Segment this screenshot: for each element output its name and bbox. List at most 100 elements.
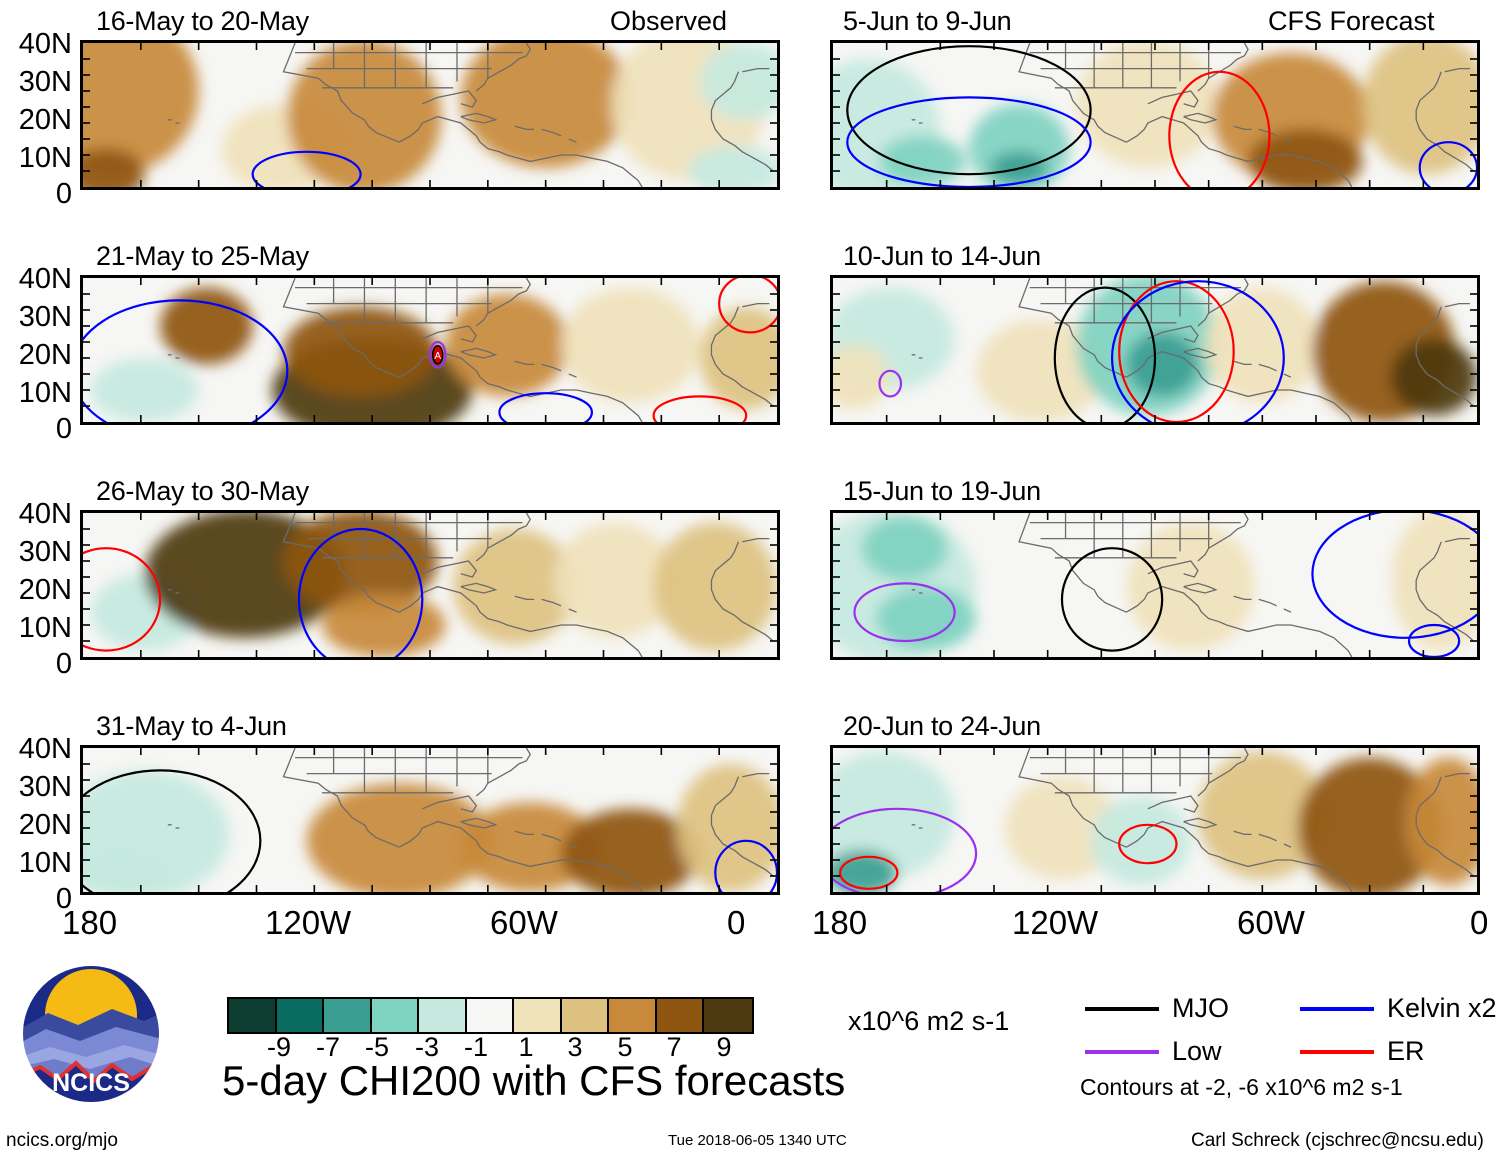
panel-title-4: 31-May to 4-Jun xyxy=(96,711,287,741)
y-tick-40n-row4: 40N xyxy=(18,733,72,765)
contour-kelvin-x2 xyxy=(1110,280,1285,422)
y-tick-20n-row3: 20N xyxy=(18,574,72,606)
footer-timestamp: Tue 2018-06-05 1340 UTC xyxy=(668,1132,847,1149)
ncics-logo: NCICS xyxy=(20,963,162,1105)
colorbar-tick: -7 xyxy=(315,1032,341,1062)
x-tick-180-left: 180 xyxy=(62,904,118,941)
anomaly-field xyxy=(83,43,777,187)
map-field xyxy=(83,748,777,892)
panel-title-5: 5-Jun to 9-Jun xyxy=(843,6,1012,36)
map-panel-5[interactable] xyxy=(830,40,1480,190)
y-tick-10n-row2: 10N xyxy=(18,377,72,409)
y-tick-30n-row1: 30N xyxy=(18,66,72,98)
colorbar-swatch-0 xyxy=(229,999,277,1032)
colorbar-swatch-9 xyxy=(656,999,704,1032)
x-tick-0-right: 0 xyxy=(1470,904,1489,941)
axis-ticks xyxy=(833,278,1477,422)
contour-low xyxy=(853,582,956,643)
map-panel-8[interactable] xyxy=(830,745,1480,895)
contour-er xyxy=(1118,823,1178,865)
contour-er xyxy=(718,278,777,334)
contour-kelvin-x2 xyxy=(498,392,594,422)
legend-line-kelvin xyxy=(1300,1006,1374,1011)
legend-item-low: Low xyxy=(1085,1038,1222,1065)
colorbar-tick: 5 xyxy=(617,1032,633,1062)
contour-er xyxy=(83,547,162,652)
legend-label-mjo: MJO xyxy=(1172,993,1229,1023)
map-panel-3[interactable] xyxy=(80,510,780,660)
anomaly-field xyxy=(833,751,1477,892)
colorbar-tick: 7 xyxy=(666,1032,682,1062)
axis-ticks xyxy=(833,43,1477,187)
contour-mjo xyxy=(1060,547,1164,652)
legend-label-low: Low xyxy=(1172,1036,1222,1066)
panel-title-1: 16-May to 20-May xyxy=(96,6,309,36)
contour-er xyxy=(1168,70,1271,187)
y-tick-40n-row2: 40N xyxy=(18,263,72,295)
contour-low xyxy=(878,369,903,398)
contour-kelvin-x2 xyxy=(251,150,362,187)
coastlines xyxy=(167,513,774,657)
map-field: A xyxy=(83,278,777,422)
map-panel-7[interactable] xyxy=(830,510,1480,660)
axis-ticks xyxy=(833,513,1477,657)
panel-title-8: 20-Jun to 24-Jun xyxy=(843,711,1041,741)
contour-er xyxy=(652,395,748,422)
contour-kelvin-x2 xyxy=(297,527,424,657)
axis-ticks xyxy=(833,748,1477,892)
ncics-logo-svg: NCICS xyxy=(21,964,161,1104)
colorbar-tick: -5 xyxy=(364,1032,390,1062)
contour-low xyxy=(428,340,447,369)
contour-kelvin-x2 xyxy=(1418,141,1477,187)
y-tick-30n-row2: 30N xyxy=(18,301,72,333)
colorbar-tick: -3 xyxy=(414,1032,440,1062)
legend-item-er: ER xyxy=(1300,1038,1425,1065)
map-field xyxy=(833,513,1477,657)
colorbar-swatch-5 xyxy=(466,999,514,1032)
colorbar-swatch-10 xyxy=(704,999,752,1032)
contour-note: Contours at -2, -6 x10^6 m2 s-1 xyxy=(1080,1074,1403,1100)
axis-ticks xyxy=(83,513,777,657)
x-tick-120w-right: 120W xyxy=(1012,904,1099,941)
map-panel-6[interactable] xyxy=(830,275,1480,425)
column-header-cfs-forecast: CFS Forecast xyxy=(1268,6,1435,36)
panel-title-3: 26-May to 30-May xyxy=(96,476,309,506)
colorbar-tick: -1 xyxy=(463,1032,489,1062)
axis-ticks xyxy=(83,748,777,892)
contour-kelvin-x2 xyxy=(714,839,777,892)
map-field xyxy=(833,43,1477,187)
colorbar xyxy=(227,997,754,1034)
y-tick-0-row3: 0 xyxy=(55,648,72,680)
contour-er xyxy=(1118,280,1235,422)
y-tick-40n-row3: 40N xyxy=(18,498,72,530)
anomaly-field xyxy=(90,513,777,657)
map-panel-4[interactable] xyxy=(80,745,780,895)
y-tick-20n-row4: 20N xyxy=(18,809,72,841)
colorbar-swatch-8 xyxy=(609,999,657,1032)
contour-mjo xyxy=(83,769,262,892)
legend-line-mjo xyxy=(1085,1006,1159,1011)
contour-low xyxy=(833,807,978,892)
legend-line-low xyxy=(1085,1049,1159,1054)
colorbar-swatch-3 xyxy=(371,999,419,1032)
map-panel-2[interactable]: A xyxy=(80,275,780,425)
y-tick-10n-row4: 10N xyxy=(18,847,72,879)
legend-item-mjo: MJO xyxy=(1085,995,1229,1022)
y-tick-20n-row1: 20N xyxy=(18,104,72,136)
footer-site[interactable]: ncics.org/mjo xyxy=(6,1130,118,1151)
anomaly-field xyxy=(833,278,1477,422)
colorbar-units-label: x10^6 m2 s-1 xyxy=(848,1006,1010,1036)
contour-mjo xyxy=(846,45,1092,176)
y-tick-0-row4: 0 xyxy=(55,883,72,915)
anticyclone-marker: A xyxy=(431,345,444,365)
legend-label-er: ER xyxy=(1387,1036,1425,1066)
panel-title-2: 21-May to 25-May xyxy=(96,241,309,271)
colorbar-tick: 9 xyxy=(716,1032,732,1062)
y-tick-20n-row2: 20N xyxy=(18,339,72,371)
colorbar-swatch-4 xyxy=(419,999,467,1032)
x-tick-60w-left: 60W xyxy=(490,904,558,941)
colorbar-tick: -9 xyxy=(266,1032,292,1062)
map-field xyxy=(833,748,1477,892)
coastlines xyxy=(167,748,774,892)
map-panel-1[interactable] xyxy=(80,40,780,190)
